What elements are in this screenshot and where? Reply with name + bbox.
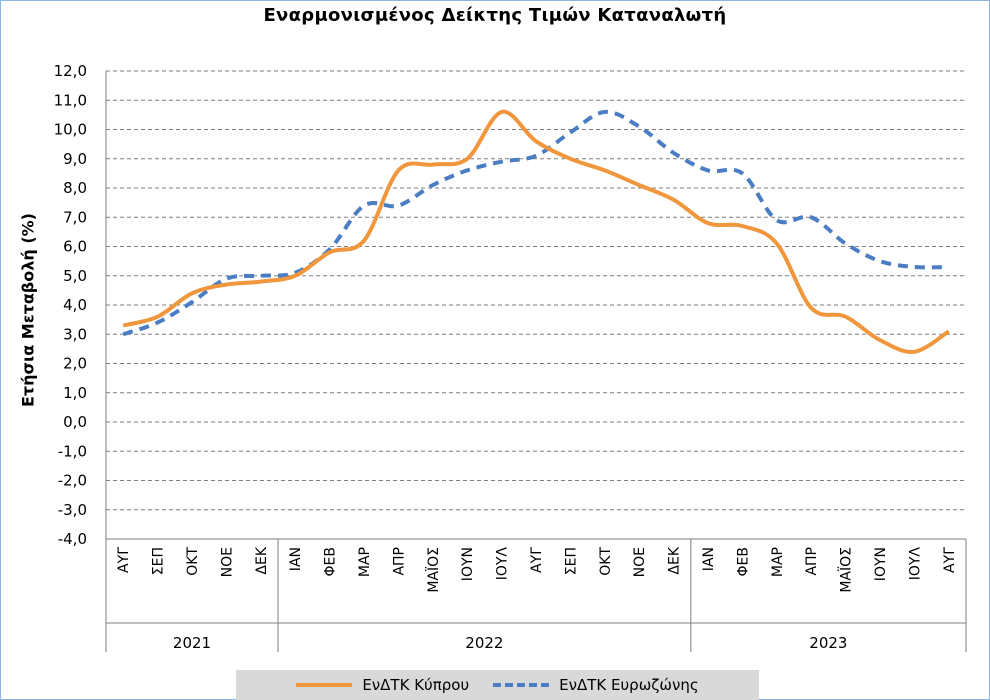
year-label: 2023 [809, 634, 847, 652]
y-tick-label: -2,0 [58, 472, 87, 490]
x-tick-label: ΦΕΒ [735, 547, 751, 576]
x-tick-label: ΜΑΡ [357, 547, 373, 577]
y-tick-label: -1,0 [58, 442, 87, 460]
y-tick-label: 1,0 [63, 384, 87, 402]
y-tick-label: 7,0 [63, 208, 87, 226]
y-tick-label: 4,0 [63, 296, 87, 314]
x-tick-label: ΑΠΡ [804, 547, 820, 576]
chart-title: Εναρμονισμένος Δείκτης Τιμών Καταναλωτή [263, 5, 727, 26]
year-label: 2022 [465, 634, 503, 652]
y-tick-label: 3,0 [63, 325, 87, 343]
y-tick-label: 8,0 [63, 179, 87, 197]
x-tick-label: ΣΕΠ [563, 547, 579, 575]
x-tick-label: ΙΟΥΝ [873, 547, 889, 581]
x-tick-label: ΜΑΪΟΣ [837, 547, 855, 593]
y-tick-label: 10,0 [54, 121, 87, 139]
legend-item-cyprus: ΕνΔΤΚ Κύπρου [296, 676, 469, 694]
legend-swatch-cyprus [296, 683, 353, 687]
y-tick-label: 9,0 [63, 150, 87, 168]
y-tick-label: -3,0 [58, 501, 87, 519]
x-tick-label: ΟΚΤ [185, 547, 201, 576]
legend-swatch-eurozone [493, 683, 550, 687]
x-tick-label: ΔΕΚ [254, 546, 270, 574]
x-tick-label: ΜΑΡ [770, 547, 786, 577]
y-tick-label: -4,0 [58, 530, 87, 548]
x-tick-label: ΑΠΡ [391, 547, 407, 576]
legend: ΕνΔΤΚ Κύπρου ΕνΔΤΚ Ευρωζώνης [236, 670, 759, 700]
y-tick-label: 0,0 [63, 413, 87, 431]
x-tick-label: ΑΥΓ [529, 547, 545, 573]
x-tick-label: ΙΑΝ [288, 547, 304, 571]
y-tick-label: 12,0 [54, 62, 87, 80]
series-line-cyprus [122, 109, 950, 354]
y-tick-label: 2,0 [63, 355, 87, 373]
x-tick-label: ΟΚΤ [598, 547, 614, 576]
y-tick-label: 5,0 [63, 267, 87, 285]
y-tick-label: 6,0 [63, 238, 87, 256]
x-tick-label: ΣΕΠ [151, 547, 167, 575]
x-tick-label: ΙΟΥΛ [495, 547, 511, 581]
x-tick-label: ΑΥΓ [116, 547, 132, 573]
x-tick-label: ΑΥΓ [942, 547, 958, 573]
x-tick-label: ΔΕΚ [667, 546, 683, 574]
x-tick-label: ΜΑΪΟΣ [424, 547, 442, 593]
year-label: 2021 [173, 634, 211, 652]
x-tick-label: ΙΟΥΝ [460, 547, 476, 581]
x-tick-label: ΝΟΕ [219, 547, 235, 577]
x-tick-label: ΙΑΝ [701, 547, 717, 571]
legend-item-eurozone: ΕνΔΤΚ Ευρωζώνης [493, 676, 699, 694]
x-tick-label: ΦΕΒ [323, 547, 339, 576]
x-tick-label: ΙΟΥΛ [907, 547, 923, 581]
y-tick-label: 11,0 [54, 91, 87, 109]
legend-label-eurozone: ΕνΔΤΚ Ευρωζώνης [559, 676, 699, 694]
legend-label-cyprus: ΕνΔΤΚ Κύπρου [362, 676, 470, 694]
series-line-eurozone [122, 109, 949, 337]
x-tick-label: ΝΟΕ [632, 547, 648, 577]
